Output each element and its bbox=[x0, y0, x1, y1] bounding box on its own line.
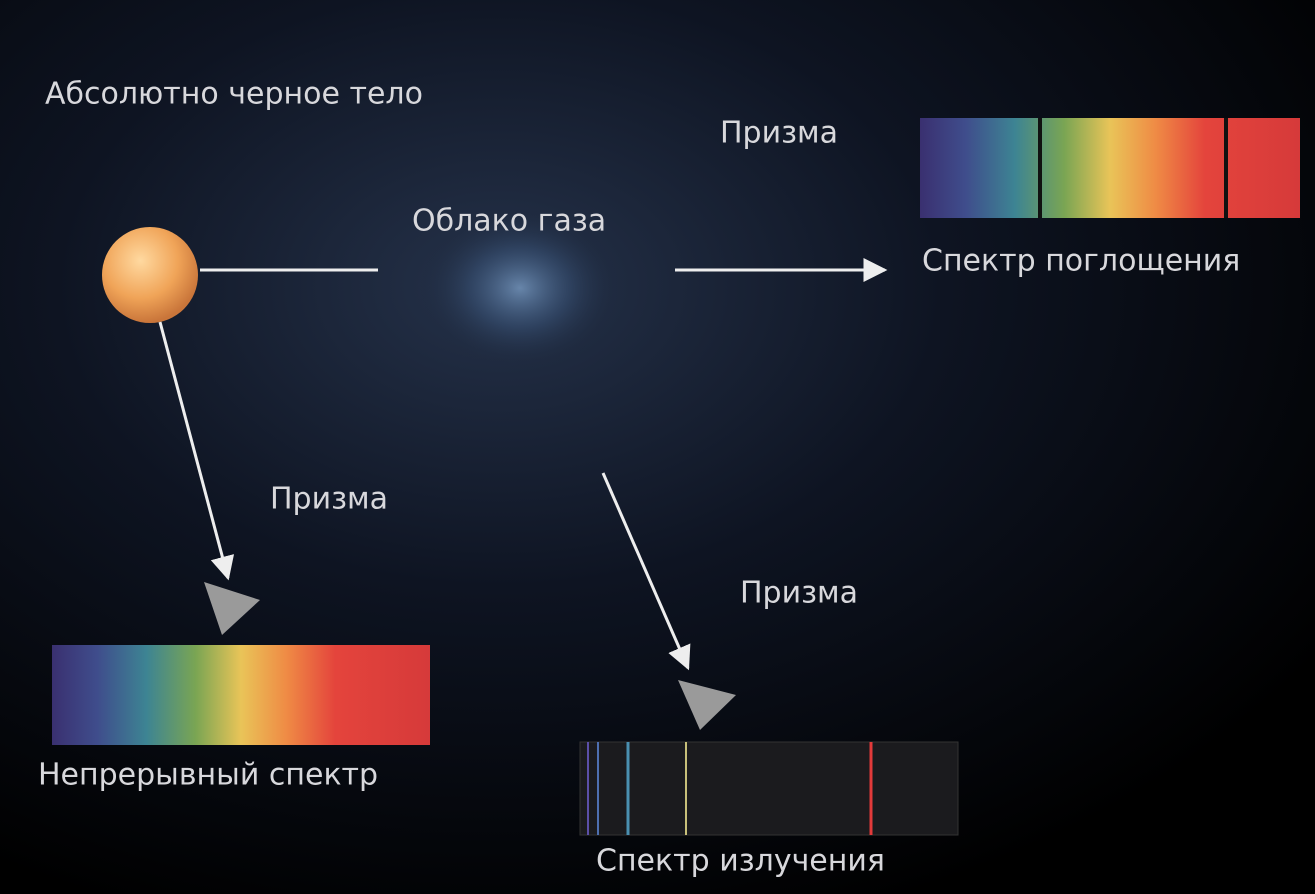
spectrum-band bbox=[920, 118, 1300, 218]
emission-label: Спектр излучения bbox=[596, 844, 885, 879]
prism-label: Призма bbox=[740, 576, 858, 611]
blackbody-sphere bbox=[102, 227, 198, 323]
diagram: Абсолютно черное тело Облако газа Призма… bbox=[0, 0, 1315, 894]
blackbody-label: Абсолютно черное тело bbox=[45, 77, 423, 112]
spectrum-band bbox=[580, 742, 958, 835]
absorption-spectrum bbox=[920, 118, 1300, 218]
prism-label: Призма bbox=[720, 116, 838, 151]
prism-label: Призма bbox=[270, 482, 388, 517]
absorption-label: Спектр поглощения bbox=[922, 244, 1240, 279]
continuous-label: Непрерывный спектр bbox=[38, 758, 378, 793]
page: {"labels": { "blackbody": "Абсолютно чер… bbox=[0, 0, 1315, 894]
emission-spectrum bbox=[580, 742, 958, 835]
gas-cloud-label: Облако газа bbox=[412, 204, 606, 239]
continuous-spectrum bbox=[52, 645, 430, 745]
